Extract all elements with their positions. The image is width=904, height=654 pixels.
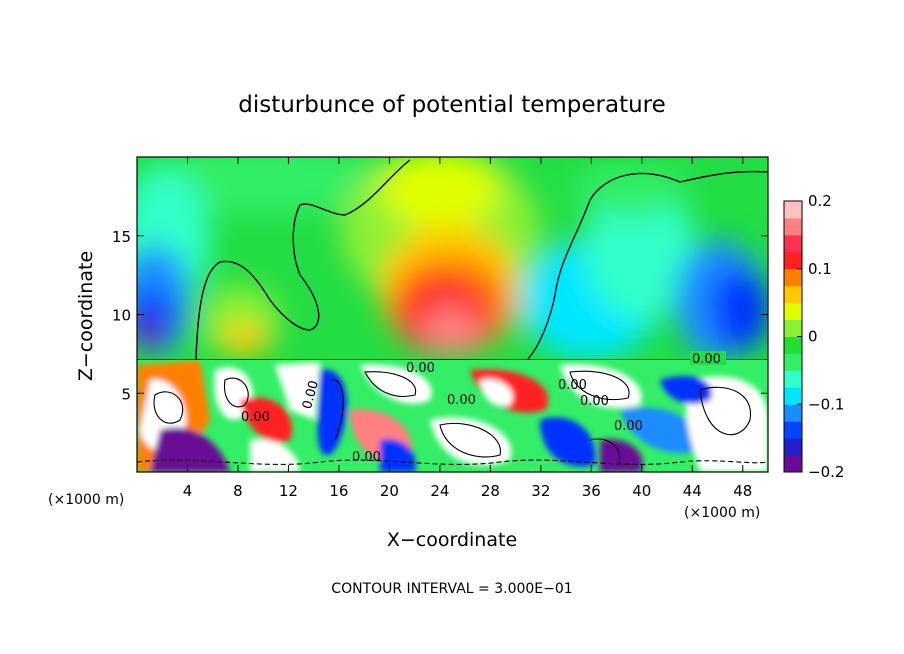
x-tick-label: 28 <box>481 482 500 500</box>
colorbar-tick-label: −0.1 <box>808 395 844 413</box>
upper-field <box>137 157 768 359</box>
y-tick-label: 10 <box>112 307 131 325</box>
x-axis-label: X−coordinate <box>387 529 517 551</box>
x-tick-label: 32 <box>531 482 550 500</box>
x-tick-label: 44 <box>683 482 702 500</box>
colorbar-swatch <box>784 370 802 388</box>
colorbar-swatch <box>784 438 802 456</box>
chart-title: disturbunce of potential temperature <box>238 92 666 118</box>
colorbar-swatch <box>784 201 802 219</box>
contour-label: 0.00 <box>558 378 587 393</box>
contour-label: 0.00 <box>300 379 322 411</box>
colorbar-ticks: 0.2 0.1 0 −0.1 −0.2 <box>797 192 844 481</box>
colorbar <box>784 201 802 473</box>
x-axis: 4 8 12 16 20 24 28 32 36 40 44 48 <box>183 157 752 500</box>
contour-labels: 0.00 0.00 0.00 0.00 0.00 0.00 0.00 0.00 … <box>241 351 726 465</box>
x-tick-label: 24 <box>430 482 449 500</box>
x-tick-label: 48 <box>733 482 752 500</box>
x-tick-label: 36 <box>582 482 601 500</box>
colorbar-swatch <box>784 217 802 236</box>
colorbar-tick-label: 0.1 <box>808 260 832 278</box>
x-unit-label: (×1000 m) <box>684 505 760 521</box>
x-tick-label: 12 <box>279 482 298 500</box>
colorbar-swatch <box>784 421 802 439</box>
colorbar-swatch <box>784 404 802 422</box>
x-tick-label: 16 <box>329 482 348 500</box>
y-tick-label: 15 <box>112 228 131 246</box>
lower-field <box>137 359 768 472</box>
colorbar-tick-label: −0.2 <box>808 463 844 481</box>
y-unit-label: (×1000 m) <box>48 492 124 508</box>
x-tick-label: 40 <box>632 482 651 500</box>
y-axis: 5 10 15 <box>112 228 768 403</box>
colorbar-swatch <box>784 336 802 354</box>
contour-label: 0.00 <box>580 394 609 409</box>
colorbar-swatch <box>784 268 802 287</box>
contour-label: 0.00 <box>406 361 435 376</box>
colorbar-tick-label: 0 <box>808 328 818 346</box>
x-tick-label: 4 <box>183 482 193 500</box>
x-tick-label: 20 <box>380 482 399 500</box>
colorbar-swatch <box>784 455 802 473</box>
colorbar-swatch <box>784 387 802 405</box>
colorbar-swatch <box>784 353 802 371</box>
contour-label: 0.00 <box>614 419 643 434</box>
contour-label: 0.00 <box>241 410 270 425</box>
contour-label: 0.00 <box>352 450 381 465</box>
x-tick-label: 8 <box>233 482 243 500</box>
contour-interval-note: CONTOUR INTERVAL = 3.000E−01 <box>331 581 572 597</box>
y-tick-label: 5 <box>121 385 131 403</box>
colorbar-swatch <box>784 251 802 270</box>
colorbar-swatch <box>784 234 802 253</box>
y-axis-label: Z−coordinate <box>75 251 97 381</box>
contour-label: 0.00 <box>447 393 476 408</box>
contour-label: 0.00 <box>692 352 721 367</box>
colorbar-swatch <box>784 285 802 304</box>
colorbar-swatch <box>784 319 802 337</box>
colorbar-swatch <box>784 302 802 321</box>
colorbar-tick-label: 0.2 <box>808 192 832 210</box>
